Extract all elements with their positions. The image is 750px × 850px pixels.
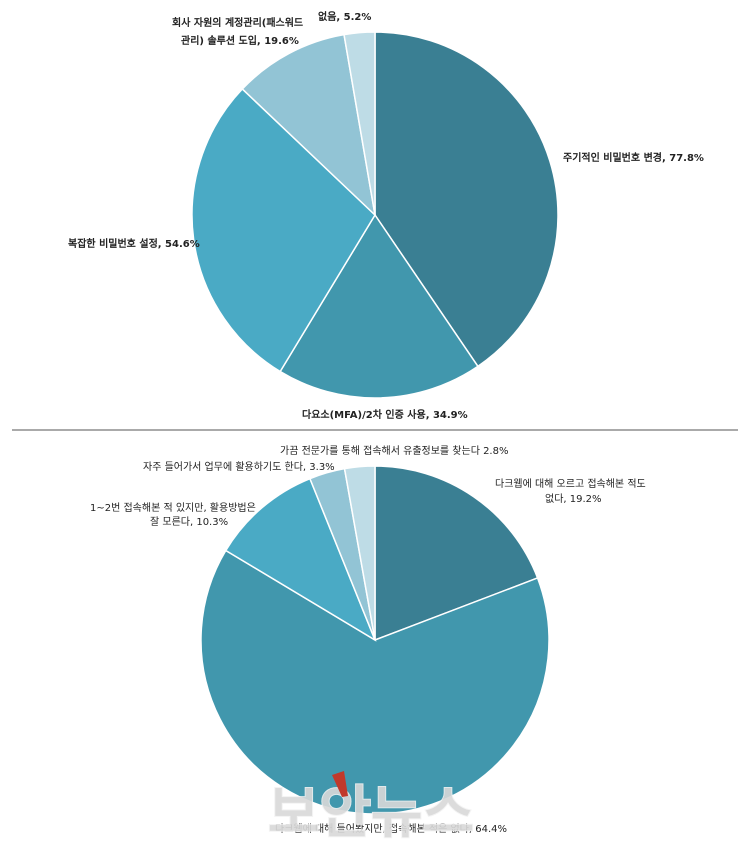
pie2-slice-4 xyxy=(343,465,376,641)
pie-chart-1-labels: 주기적인 비밀번호 변경, 77.8% 다요소(MFA)/2차 인증 사용, 3… xyxy=(68,10,704,421)
pie1-slice-3 xyxy=(241,33,377,218)
pie1-label-2: 복잡한 비밀번호 설정, 54.6% xyxy=(68,237,200,250)
pie2-label-3: 자주 들어가서 업무에 활용하기도 한다, 3.3% xyxy=(143,460,335,473)
pie1-label-1: 다요소(MFA)/2차 인증 사용, 34.9% xyxy=(302,408,468,421)
pie-chart-2-labels: 다크웹에 대해 오르고 접속해본 적도 없다, 19.2% 다크웹에 대해 들어… xyxy=(90,444,646,835)
pie1-label-4: 없음, 5.2% xyxy=(318,10,371,23)
pie1-slice-4 xyxy=(343,31,376,216)
pie2-label-0-line2: 없다, 19.2% xyxy=(545,492,602,505)
pie2-label-1: 다크웹에 대해 들어봤지만, 접속해본 적은 없다, 64.4% xyxy=(275,822,507,835)
watermark: 보안뉴스 xyxy=(267,771,475,847)
pie1-label-0: 주기적인 비밀번호 변경, 77.8% xyxy=(563,151,704,164)
pie1-slice-1 xyxy=(279,213,479,399)
watermark-text: 보안뉴스 xyxy=(268,781,474,846)
pie2-slice-2 xyxy=(224,477,377,642)
pie1-slice-2 xyxy=(191,87,376,373)
pie1-label-3-line2: 관리) 솔루션 도입, 19.6% xyxy=(181,34,299,47)
pie1-label-3-line1: 회사 자원의 계정관리(패스워드 xyxy=(172,16,303,29)
pie2-slice-1 xyxy=(200,549,550,815)
pie2-label-4: 가끔 전문가를 통해 접속해서 유출정보를 찾는다 2.8% xyxy=(280,444,508,457)
watermark-accent-mark xyxy=(332,771,348,797)
pie2-label-0-line1: 다크웹에 대해 오르고 접속해본 적도 xyxy=(495,477,646,490)
pie2-slice-0 xyxy=(374,465,539,642)
pie-chart-2 xyxy=(200,465,550,815)
pie-chart-1 xyxy=(191,31,559,399)
pie2-label-2-line1: 1~2번 접속해본 적 있지만, 활용방법은 xyxy=(90,501,256,514)
pie1-slice-0 xyxy=(374,31,559,368)
pie2-label-2-line2: 잘 모른다, 10.3% xyxy=(150,516,228,528)
